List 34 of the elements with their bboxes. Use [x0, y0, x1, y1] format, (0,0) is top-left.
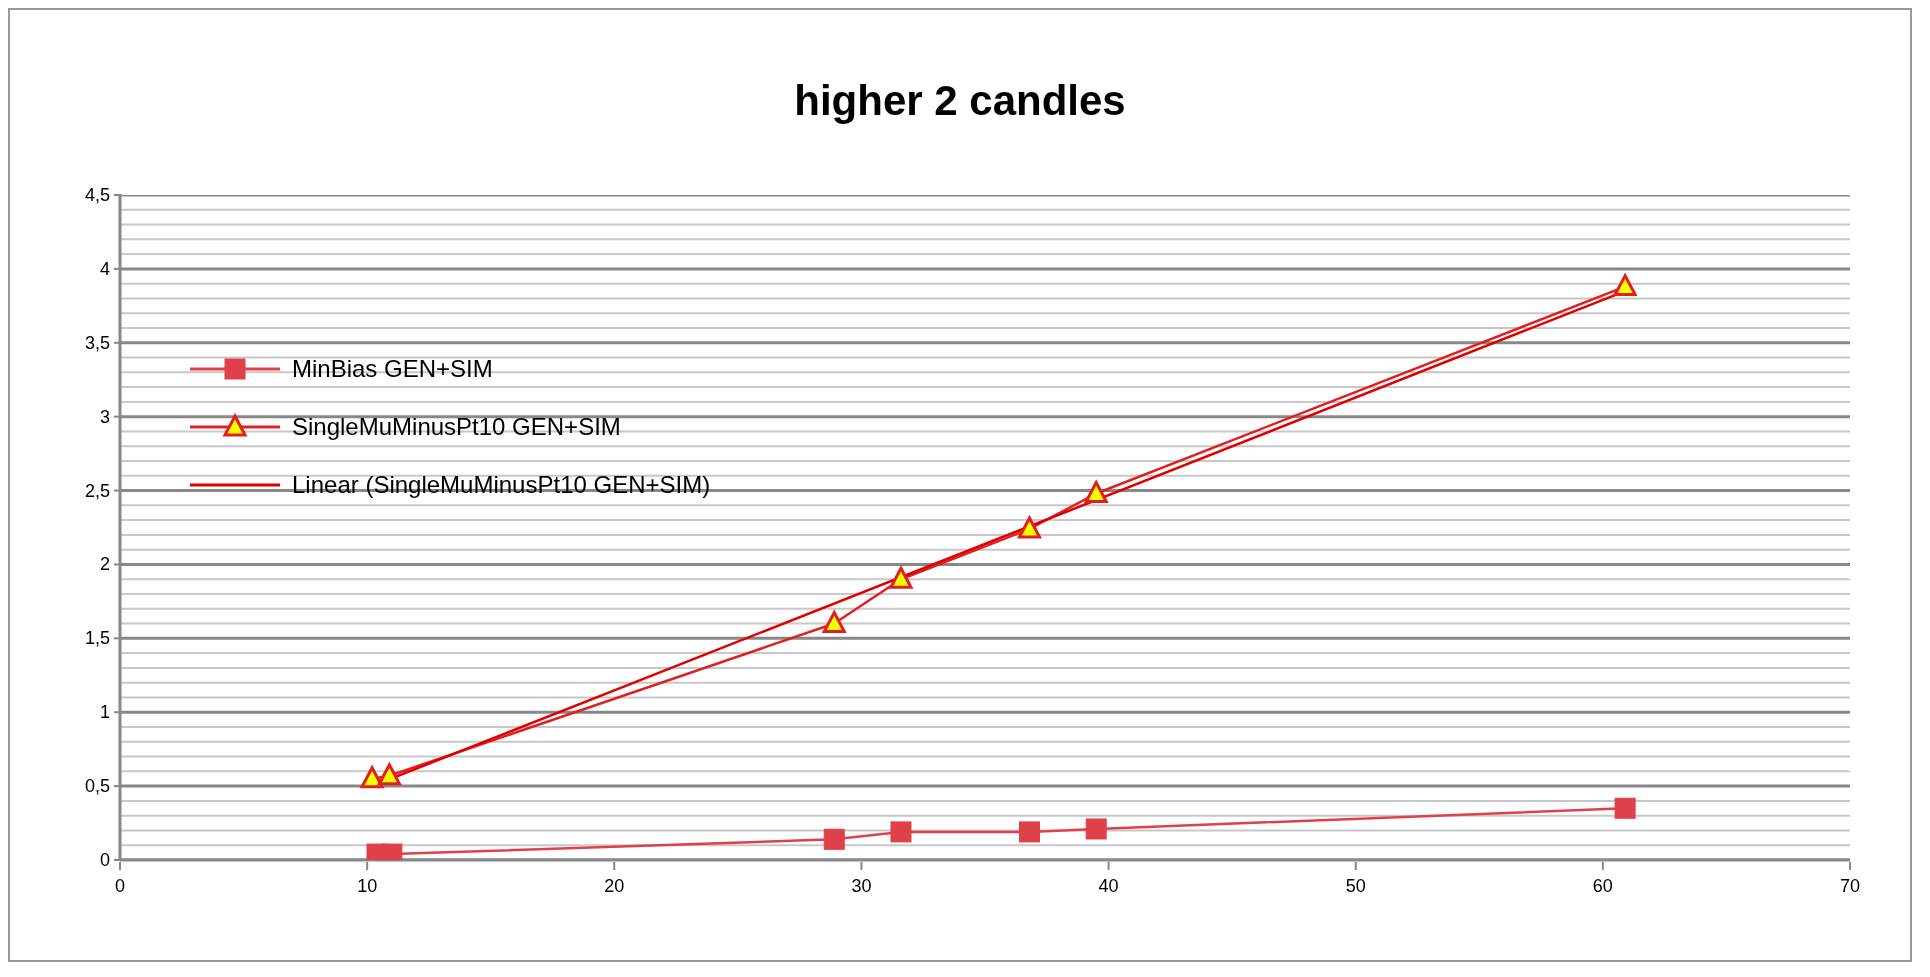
x-tick-label: 0: [114, 876, 126, 896]
point: [377, 763, 401, 786]
x-tick-label: 20: [604, 876, 625, 896]
legend-label: SingleMuMinusPt10 GEN+SIM: [292, 413, 621, 441]
point: [823, 828, 845, 850]
point: [1613, 274, 1637, 297]
point: [1084, 481, 1108, 504]
y-tick-label: 3,5: [84, 332, 110, 353]
y-tick-label: 2,5: [84, 480, 110, 501]
x-tick-label: 10: [357, 876, 378, 896]
y-tick-label: 1,5: [84, 628, 110, 649]
x-tick-label: 40: [1098, 876, 1119, 896]
point: [890, 821, 912, 843]
point: [360, 766, 384, 789]
legend-label: Linear (SingleMuMinusPt10 GEN+SIM): [292, 471, 711, 499]
point: [1085, 818, 1107, 840]
y-tick-label: 0,5: [84, 776, 110, 797]
x-tick-label: 50: [1345, 876, 1366, 896]
y-tick-label: 4,5: [84, 185, 110, 205]
y-tick-label: 0: [99, 850, 110, 870]
y-tick-label: 3: [99, 406, 110, 427]
y-tick-label: 1: [99, 702, 110, 723]
point: [1614, 797, 1636, 819]
x-tick-label: 30: [851, 876, 872, 896]
legend-label: MinBias GEN+SIM: [292, 355, 493, 383]
point: [889, 566, 913, 589]
x-tick-label: 70: [1839, 876, 1861, 896]
y-tick-label: 4: [99, 258, 110, 279]
point: [1017, 516, 1041, 539]
point: [1018, 821, 1040, 843]
point: [822, 611, 846, 634]
x-tick-label: 60: [1592, 876, 1613, 896]
y-tick-label: 2: [99, 554, 110, 575]
chart-title: higher 2 candles: [794, 77, 1126, 124]
